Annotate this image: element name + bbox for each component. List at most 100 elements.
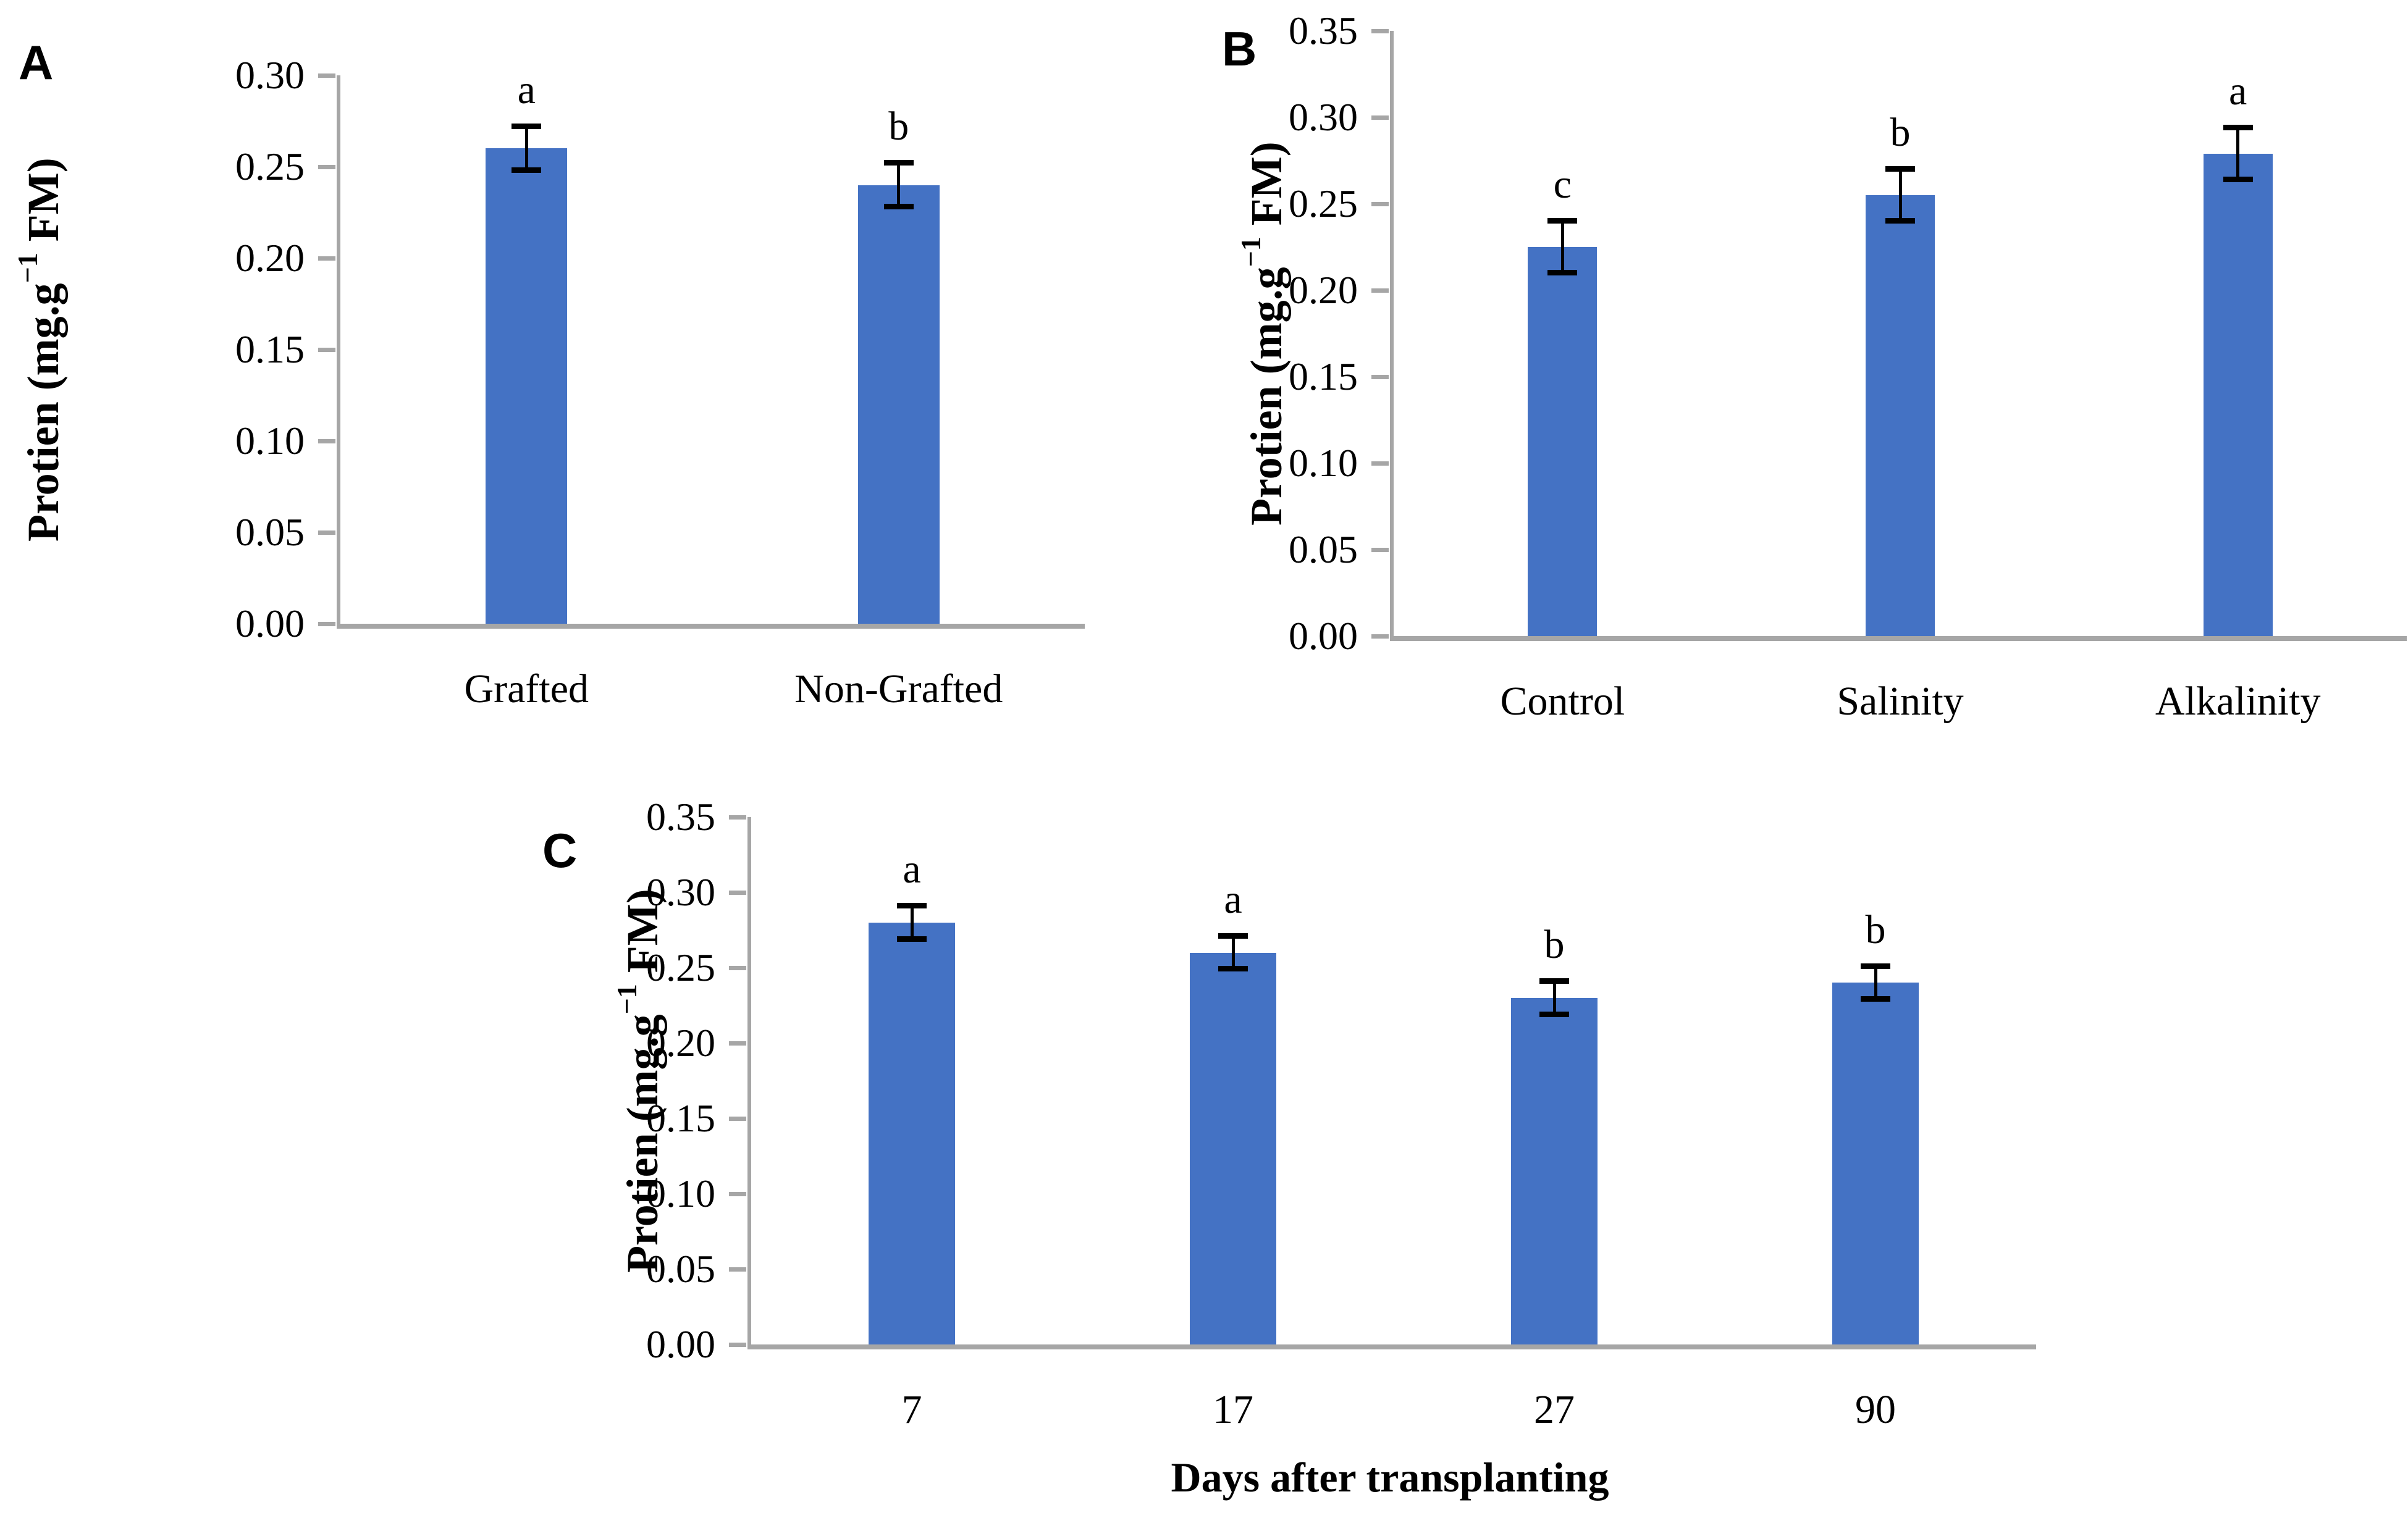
error-bar-bottom-cap [2223,176,2253,182]
error-bar-bottom-cap [883,204,914,210]
error-bar-bottom-cap [1547,270,1578,275]
error-bar-top-cap [1885,166,1915,172]
bar-grafted [486,148,568,624]
y-axis-tick-label: 0.25 [235,145,305,188]
y-axis-tick [1371,201,1389,206]
y-axis-tick [318,347,335,352]
y-axis-tick-label: 0.00 [646,1322,715,1366]
panel-c-x-axis-title: Days after transplanting [1171,1454,1609,1501]
y-axis-tick [318,438,335,443]
x-category-label: 7 [901,1387,922,1432]
x-category-label: 27 [1534,1387,1575,1432]
y-axis-tick-label: 0.35 [646,795,715,839]
error-bar-bottom-cap [1218,966,1248,972]
significance-letter: a [517,67,536,112]
significance-letter: b [1865,907,1886,952]
error-bar-top-cap [1218,933,1248,939]
significance-letter: a [1224,876,1242,922]
y-axis-tick [318,530,335,535]
significance-letter: a [2229,68,2247,114]
y-axis-tick-label: 0.10 [235,419,305,463]
bar-non-grafted [857,185,940,624]
error-bar-bottom-cap [511,167,542,173]
significance-letter: a [903,846,921,892]
panel-a-letter: A [19,35,54,90]
y-axis-tick-label: 0.20 [646,1021,715,1065]
x-category-label: Grafted [464,666,589,711]
error-bar [1560,221,1564,273]
y-axis-tick-label: 0.20 [235,236,305,280]
y-axis-tick-label: 0.10 [646,1172,715,1215]
y-axis-tick-label: 0.20 [1289,268,1358,312]
y-axis-tick-label: 0.30 [235,53,305,97]
error-bar-top-cap [511,123,542,129]
panel-c-letter: C [542,823,578,878]
panel-b-y-axis-title-superscript: −1 [1235,237,1266,267]
y-axis-tick-label: 0.25 [1289,182,1358,225]
y-axis-tick-label: 0.05 [646,1247,715,1291]
x-category-label: Alkalinity [2155,679,2321,724]
bar-17 [1190,952,1276,1344]
error-bar-top-cap [883,160,914,166]
panel-b-letter: B [1222,22,1257,76]
panel-c-plot-area: 0.00 0.05 0.10 0.15 0.20 0.25 0.30 0.35 a 7 a 17 b 27… [646,795,2036,1432]
error-bar [897,163,901,208]
error-bar-bottom-cap [897,936,927,942]
error-bar-bottom-cap [1861,996,1890,1002]
error-bar [1231,936,1235,970]
panel-a-plot-area: 0.00 0.05 0.10 0.15 0.20 0.25 0.30 a Grafted b Non… [235,53,1085,711]
y-axis-tick [318,73,335,78]
y-axis-tick-label: 0.30 [1289,95,1358,139]
error-bar-top-cap [1861,963,1890,969]
error-bar [1552,981,1556,1015]
bar-control [1528,247,1598,636]
y-axis-tick-label: 0.15 [1289,354,1358,398]
error-bar-top-cap [897,902,927,908]
panel-a-y-axis-title-text: Protien (mg.g [19,283,68,542]
x-category-label: 17 [1213,1387,1253,1432]
y-axis-tick [318,164,335,169]
error-bar-top-cap [2223,124,2253,130]
error-bar [1874,966,1877,1000]
y-axis-tick-label: 0.05 [1289,527,1358,571]
bar-salinity [1866,195,1935,636]
y-axis-tick [729,1116,746,1121]
error-bar-top-cap [1539,978,1569,984]
panel-a-y-axis-title-unit: FM) [19,157,68,253]
y-axis-tick [1371,634,1389,639]
y-axis-tick-label: 0.15 [646,1096,715,1140]
significance-letter: b [888,104,909,149]
y-axis-tick [1371,547,1389,552]
y-axis-tick-label: 0.05 [235,510,305,554]
y-axis-tick-label: 0.35 [1289,9,1358,52]
y-axis-tick [729,1191,746,1196]
y-axis-tick-label: 0.25 [646,946,715,989]
bar-7 [869,922,955,1344]
y-axis-tick [1371,288,1389,293]
significance-letter: b [1544,921,1565,967]
significance-letter: c [1553,162,1572,207]
significance-letter: b [1890,110,1911,155]
x-category-label: Control [1500,679,1625,724]
y-axis-tick [729,965,746,970]
y-axis-tick-label: 0.15 [235,327,305,371]
error-bar-bottom-cap [1539,1011,1569,1017]
panel-b-plot-area: 0.00 0.05 0.10 0.15 0.20 0.25 0.30 0.35 c Control… [1289,9,2407,724]
y-axis-tick-label: 0.00 [1289,614,1358,658]
y-axis-tick [729,1267,746,1272]
panel-a-y-axis-title-superscript: −1 [12,253,43,283]
y-axis-tick [318,621,335,626]
bar-alkalinity [2203,153,2273,636]
x-category-label: Non-Grafted [794,666,1003,711]
error-bar-top-cap [1547,218,1578,224]
y-axis-tick [729,890,746,895]
error-bar [524,126,528,170]
y-axis-tick [318,256,335,261]
y-axis-tick-label: 0.00 [235,602,305,645]
y-axis-tick-label: 0.10 [1289,441,1358,485]
y-axis-tick [729,1342,746,1347]
y-axis-tick [1371,28,1389,33]
error-bar [2236,127,2240,180]
x-category-label: Salinity [1837,679,1964,724]
y-axis-tick [1371,461,1389,466]
